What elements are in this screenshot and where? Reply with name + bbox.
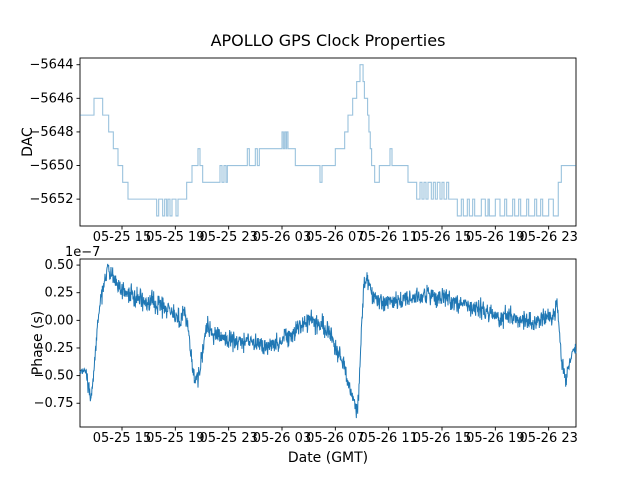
y-tick-label: −0.50 — [34, 369, 74, 384]
y-tick-label: −5648 — [30, 125, 74, 140]
x-tick-label: 05-26 15 — [413, 230, 471, 245]
x-tick-label: 05-26 03 — [253, 230, 311, 245]
x-tick-label: 05-25 19 — [146, 230, 204, 245]
y-tick-label: −0.25 — [34, 341, 74, 356]
x-tick-label: 05-25 23 — [199, 431, 257, 446]
x-tick-label: 05-26 03 — [253, 431, 311, 446]
x-tick-label: 05-25 15 — [93, 431, 151, 446]
plot-frame — [79, 57, 577, 227]
x-tick-label: 05-25 23 — [199, 230, 257, 245]
y-tick-label: 0.00 — [45, 313, 74, 328]
x-tick-label: 05-26 11 — [359, 230, 417, 245]
x-tick-label: 05-26 07 — [306, 230, 364, 245]
y-tick-label: 0.25 — [45, 286, 74, 301]
x-tick-label: 05-25 15 — [93, 230, 151, 245]
y-tick-label: −5644 — [30, 58, 74, 73]
x-tick-label: 05-26 19 — [466, 230, 524, 245]
x-axis-label: Date (GMT) — [287, 450, 369, 466]
y-tick-label: −5646 — [30, 91, 74, 106]
x-tick-label: 05-26 23 — [519, 230, 577, 245]
plot-frame — [79, 258, 577, 428]
phase-series-line — [79, 263, 577, 419]
y-tick-label: −5650 — [30, 159, 74, 174]
x-tick-label: 05-26 23 — [519, 431, 577, 446]
x-tick-label: 05-25 19 — [146, 431, 204, 446]
y-tick-label: −0.75 — [34, 396, 74, 411]
dac-series-line — [80, 64, 576, 217]
chart-title: APOLLO GPS Clock Properties — [210, 31, 446, 50]
x-tick-label: 05-26 07 — [306, 431, 364, 446]
x-tick-label: 05-26 15 — [413, 431, 471, 446]
phase-axis-offset-text: 1e−7 — [65, 245, 101, 260]
x-tick-label: 05-26 11 — [359, 431, 417, 446]
x-tick-label: 05-26 19 — [466, 431, 524, 446]
y-tick-label: 0.50 — [45, 258, 74, 273]
y-tick-label: −5652 — [30, 192, 74, 207]
